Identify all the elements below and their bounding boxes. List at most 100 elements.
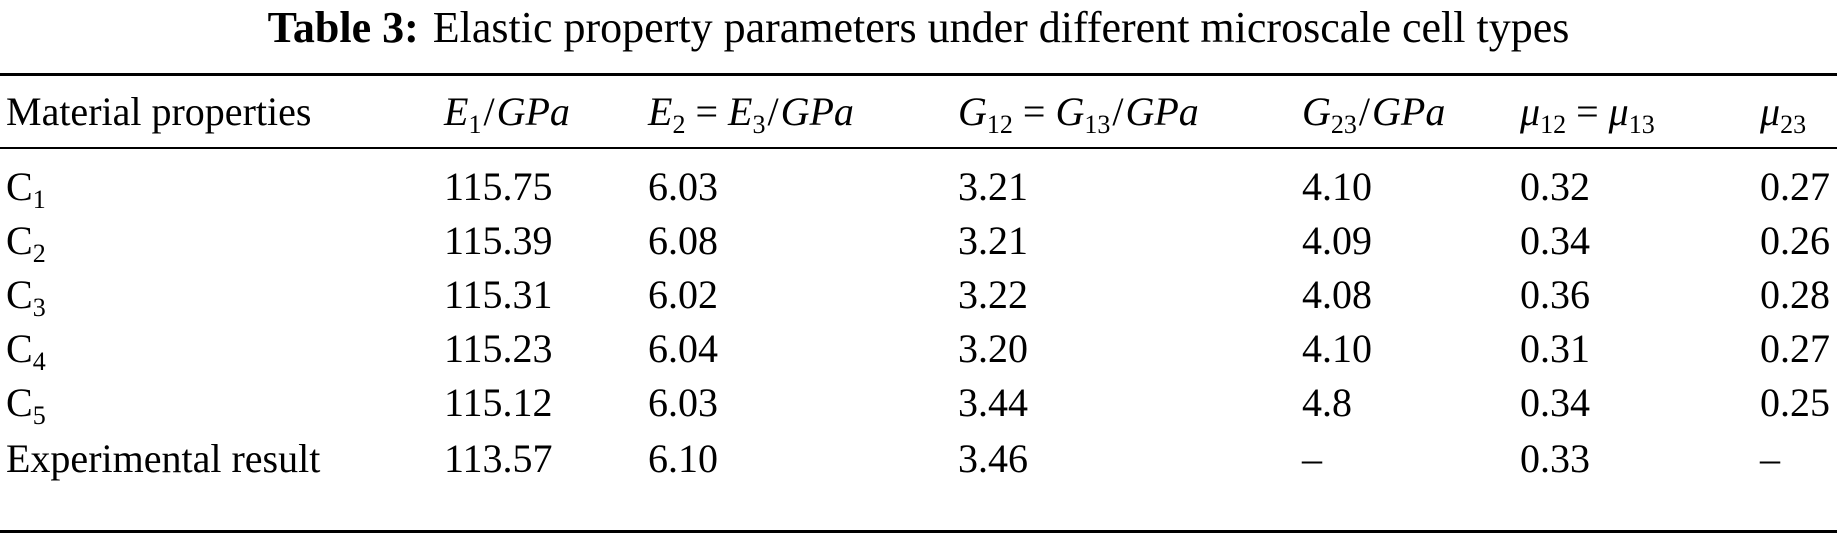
cell-mu23: 0.25 [1760, 380, 1830, 425]
header-e1-symbol: E [444, 89, 469, 134]
header-e2-slash: / [767, 89, 779, 134]
table-row: Experimental result 113.57 6.10 3.46 – 0… [0, 431, 1837, 487]
cell-g12-g13: 3.22 [958, 272, 1028, 317]
header-mu12-mu13: μ12 = μ13 [1520, 84, 1655, 140]
header-mu23: μ23 [1760, 84, 1806, 140]
row-label-text: C [6, 218, 33, 263]
cell-g12-g13: 3.20 [958, 326, 1028, 371]
cell-g23: 4.08 [1302, 272, 1372, 317]
header-e3-subscript: 3 [752, 110, 766, 139]
header-g23: G23/GPa [1302, 84, 1445, 140]
table-caption-text: Elastic property parameters under differ… [432, 3, 1570, 52]
header-g12-g13: G12 = G13/GPa [958, 84, 1199, 140]
table-row: C3 115.31 6.02 3.22 4.08 0.36 0.28 [0, 267, 1837, 323]
header-g23-symbol: G [1302, 89, 1331, 134]
header-material-properties: Material properties [6, 89, 312, 134]
table-header-row: Material properties E1/GPa E2 = E3/GPa G12… [0, 84, 1837, 140]
header-e1-subscript: 1 [468, 110, 482, 139]
cell-g23: 4.10 [1302, 164, 1372, 209]
cell-mu23: 0.27 [1760, 164, 1830, 209]
header-g23-unit: GPa [1372, 89, 1446, 134]
cell-g23: 4.09 [1302, 218, 1372, 263]
cell-e1: 115.31 [444, 272, 553, 317]
row-label: C1 [6, 159, 46, 215]
cell-e2-e3: 6.03 [648, 380, 718, 425]
row-label: C5 [6, 375, 46, 431]
header-e1-slash: / [483, 89, 495, 134]
table-bottom-rule [0, 530, 1837, 533]
table-caption-label: Table 3: [267, 3, 419, 52]
cell-e2-e3: 6.10 [648, 436, 718, 481]
cell-g23: 4.10 [1302, 326, 1372, 371]
header-g12-subscript: 12 [986, 110, 1013, 139]
cell-e2-e3: 6.02 [648, 272, 718, 317]
row-label-subscript: 1 [32, 185, 46, 214]
row-label-text: C [6, 272, 33, 317]
cell-g12-g13: 3.46 [958, 436, 1028, 481]
header-e2-unit: GPa [780, 89, 854, 134]
row-label: Experimental result [6, 431, 320, 487]
cell-e1: 115.39 [444, 218, 553, 263]
header-g13-symbol: G [1055, 89, 1085, 134]
cell-g23: – [1302, 436, 1322, 481]
header-e2-e3: E2 = E3/GPa [648, 84, 854, 140]
row-label: C3 [6, 267, 46, 323]
table-caption: Table 3: Elastic property parameters unde… [0, 2, 1837, 54]
cell-g12-g13: 3.21 [958, 164, 1028, 209]
row-label-subscript: 2 [32, 239, 46, 268]
cell-g23: 4.8 [1302, 380, 1352, 425]
cell-mu12-mu13: 0.36 [1520, 272, 1590, 317]
cell-mu12-mu13: 0.34 [1520, 218, 1590, 263]
header-g12-unit: GPa [1125, 89, 1199, 134]
header-mu12-symbol: μ [1520, 89, 1541, 134]
cell-e1: 115.75 [444, 164, 553, 209]
cell-mu23: – [1760, 436, 1780, 481]
row-label: C2 [6, 213, 46, 269]
header-mu12-equals: = [1576, 89, 1599, 134]
row-label-text: C [6, 380, 33, 425]
cell-e2-e3: 6.04 [648, 326, 718, 371]
header-g13-subscript: 13 [1084, 110, 1111, 139]
table-row: C5 115.12 6.03 3.44 4.8 0.34 0.25 [0, 375, 1837, 431]
table-row: C2 115.39 6.08 3.21 4.09 0.34 0.26 [0, 213, 1837, 269]
cell-g12-g13: 3.44 [958, 380, 1028, 425]
header-e2-symbol: E [648, 89, 673, 134]
header-mu12-subscript: 12 [1540, 110, 1567, 139]
cell-e2-e3: 6.08 [648, 218, 718, 263]
header-g12-symbol: G [958, 89, 987, 134]
header-e2-subscript: 2 [672, 110, 686, 139]
cell-mu23: 0.26 [1760, 218, 1830, 263]
cell-mu12-mu13: 0.33 [1520, 436, 1590, 481]
row-label-text: Experimental result [6, 436, 321, 481]
cell-g12-g13: 3.21 [958, 218, 1028, 263]
header-g23-slash: / [1358, 89, 1371, 134]
cell-e1: 115.12 [444, 380, 553, 425]
header-e1-unit: GPa [496, 89, 570, 134]
header-g23-subscript: 23 [1330, 110, 1357, 139]
header-g12-equals: = [1022, 89, 1046, 134]
cell-mu23: 0.27 [1760, 326, 1830, 371]
cell-mu12-mu13: 0.32 [1520, 164, 1590, 209]
row-label-text: C [6, 326, 33, 371]
header-mu13-symbol: μ [1608, 89, 1629, 134]
cell-mu12-mu13: 0.34 [1520, 380, 1590, 425]
row-label-subscript: 3 [32, 293, 46, 322]
table-row: C4 115.23 6.04 3.20 4.10 0.31 0.27 [0, 321, 1837, 377]
row-label-subscript: 5 [32, 401, 46, 430]
table-top-rule [0, 73, 1837, 76]
cell-mu12-mu13: 0.31 [1520, 326, 1590, 371]
cell-mu23: 0.28 [1760, 272, 1830, 317]
header-mu13-subscript: 13 [1628, 110, 1655, 139]
header-e2-equals: = [695, 89, 718, 134]
header-mu23-symbol: μ [1760, 89, 1781, 134]
header-e1: E1/GPa [444, 84, 570, 140]
table-header-rule [0, 147, 1837, 149]
cell-e2-e3: 6.03 [648, 164, 718, 209]
cell-e1: 113.57 [444, 436, 553, 481]
header-e3-symbol: E [728, 89, 753, 134]
row-label-text: C [6, 164, 33, 209]
row-label: C4 [6, 321, 46, 377]
header-g12-slash: / [1112, 89, 1124, 134]
cell-e1: 115.23 [444, 326, 553, 371]
